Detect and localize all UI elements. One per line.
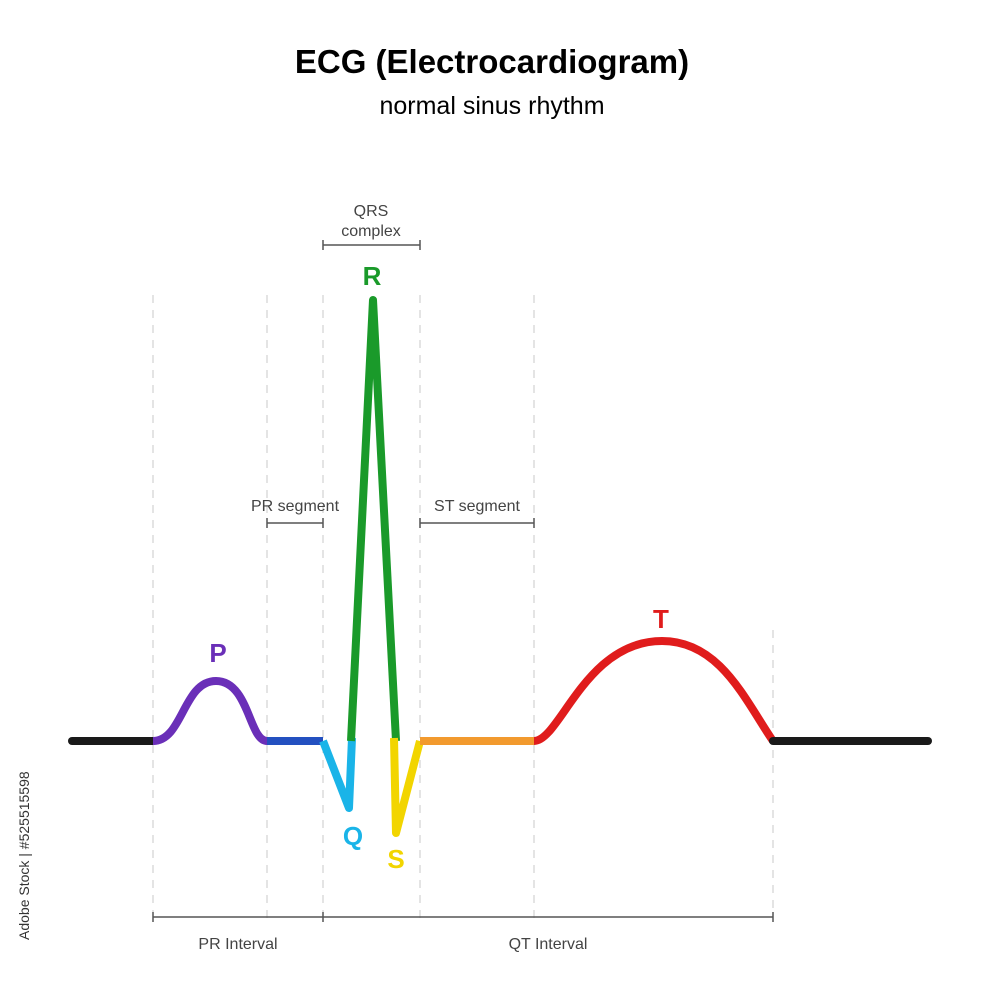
qrs-label-line2: complex [341,223,401,240]
stock-watermark: Adobe Stock | #525515598 [16,771,32,940]
interval-bracket [152,912,774,922]
diagram-title: ECG (Electrocardiogram) [295,43,689,80]
s-wave-label: S [387,844,404,874]
interval-markers: PR Interval QT Interval [152,912,774,953]
pr-segment-marker: PR segment [251,498,340,528]
t-wave [533,637,777,745]
pr-segment-bracket [266,518,324,528]
r-wave [347,296,400,742]
q-wave [319,737,356,812]
qrs-bracket [322,240,421,250]
guide-lines [152,295,774,920]
diagram-subtitle: normal sinus rhythm [379,92,604,120]
qrs-label-line1: QRS [354,203,389,220]
pr-segment-label: PR segment [251,498,340,515]
s-wave [390,737,424,837]
st-segment-marker: ST segment [419,498,535,528]
q-wave-label: Q [343,821,363,851]
t-wave-label: T [653,604,669,634]
p-wave-label: P [209,638,226,668]
st-segment-bracket [419,518,535,528]
qrs-complex-marker: QRS complex [322,203,421,250]
st-segment-label: ST segment [434,498,521,515]
p-wave [152,677,269,745]
qt-interval-label: QT Interval [509,936,588,953]
ecg-waveform [68,296,932,837]
r-wave-label: R [363,261,382,291]
pr-interval-label: PR Interval [198,936,277,953]
